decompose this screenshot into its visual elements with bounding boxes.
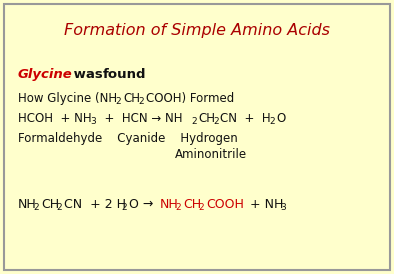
Text: 2: 2 xyxy=(213,117,219,126)
FancyBboxPatch shape xyxy=(4,4,390,270)
Text: 3: 3 xyxy=(280,203,286,212)
Text: 2: 2 xyxy=(198,203,204,212)
Text: NH: NH xyxy=(18,198,37,211)
Text: 2: 2 xyxy=(175,203,180,212)
Text: 3: 3 xyxy=(90,117,96,126)
Text: Formaldehyde    Cyanide    Hydrogen: Formaldehyde Cyanide Hydrogen xyxy=(18,132,238,145)
Text: COOH) Formed: COOH) Formed xyxy=(146,92,234,105)
Text: CH: CH xyxy=(183,198,201,211)
Text: CH: CH xyxy=(41,198,59,211)
Text: COOH: COOH xyxy=(206,198,244,211)
Text: HCOH  + NH: HCOH + NH xyxy=(18,112,92,125)
Text: How Glycine (NH: How Glycine (NH xyxy=(18,92,117,105)
Text: was: was xyxy=(69,68,108,81)
Text: + NH: + NH xyxy=(246,198,283,211)
Text: O: O xyxy=(276,112,285,125)
Text: +  HCN → NH: + HCN → NH xyxy=(97,112,182,125)
Text: 2: 2 xyxy=(191,117,197,126)
Text: Formation of Simple Amino Acids: Formation of Simple Amino Acids xyxy=(64,23,330,38)
Text: 2: 2 xyxy=(56,203,61,212)
Text: CH: CH xyxy=(123,92,140,105)
Text: CH: CH xyxy=(198,112,215,125)
Text: NH: NH xyxy=(160,198,179,211)
Text: CN  +  H: CN + H xyxy=(220,112,271,125)
Text: 2: 2 xyxy=(269,117,275,126)
Text: Aminonitrile: Aminonitrile xyxy=(175,148,247,161)
Text: found: found xyxy=(103,68,147,81)
Text: 2: 2 xyxy=(33,203,39,212)
Text: 2: 2 xyxy=(115,97,121,106)
Text: Glycine: Glycine xyxy=(18,68,73,81)
Text: O →: O → xyxy=(129,198,157,211)
Text: CN  + 2 H: CN + 2 H xyxy=(64,198,126,211)
Text: 2: 2 xyxy=(121,203,126,212)
Text: 2: 2 xyxy=(138,97,144,106)
